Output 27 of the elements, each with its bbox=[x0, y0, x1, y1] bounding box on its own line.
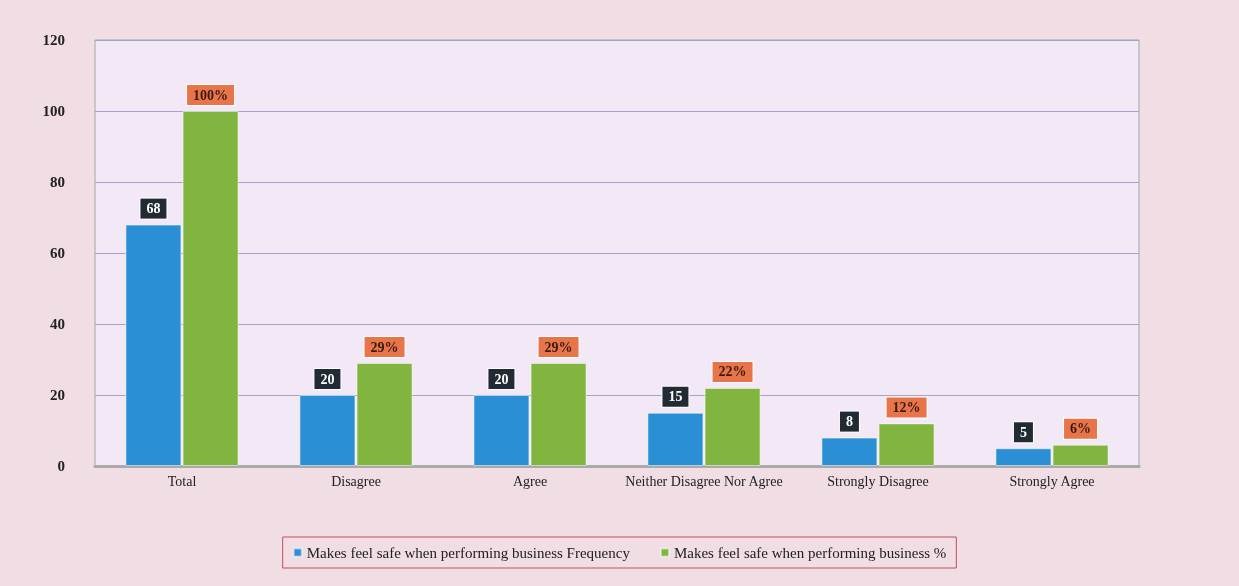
data-label: 15 bbox=[668, 389, 683, 405]
data-label: 12% bbox=[892, 399, 921, 415]
data-label: 6% bbox=[1070, 421, 1092, 437]
y-tick-label: 80 bbox=[50, 174, 65, 190]
x-tick-label: Disagree bbox=[331, 473, 381, 489]
data-label: 5 bbox=[1019, 424, 1027, 440]
data-label: 100% bbox=[193, 87, 229, 103]
legend-label: Makes feel safe when performing business % bbox=[673, 544, 947, 561]
y-tick-label: 20 bbox=[50, 387, 65, 403]
x-tick-label: Agree bbox=[512, 473, 548, 489]
legend-label: Makes feel safe when performing business Frequency bbox=[306, 544, 631, 561]
y-tick-label: 100 bbox=[42, 103, 65, 119]
y-tick-label: 120 bbox=[42, 32, 65, 48]
y-tick-label: 0 bbox=[57, 458, 65, 474]
data-label: 68 bbox=[146, 201, 161, 217]
x-tick-label: Strongly Disagree bbox=[827, 473, 929, 489]
data-label: 20 bbox=[494, 371, 509, 387]
data-label: 29% bbox=[544, 339, 573, 355]
y-tick-label: 60 bbox=[50, 245, 65, 261]
data-label: 20 bbox=[320, 371, 335, 387]
data-label: 8 bbox=[845, 414, 853, 430]
y-tick-label: 40 bbox=[50, 316, 65, 332]
x-tick-label: Neither Disagree Nor Agree bbox=[625, 473, 783, 489]
data-label: 22% bbox=[718, 364, 747, 380]
x-tick-label: Strongly Agree bbox=[1009, 473, 1095, 489]
x-tick-label: Total bbox=[167, 473, 197, 489]
data-label: 29% bbox=[370, 339, 399, 355]
